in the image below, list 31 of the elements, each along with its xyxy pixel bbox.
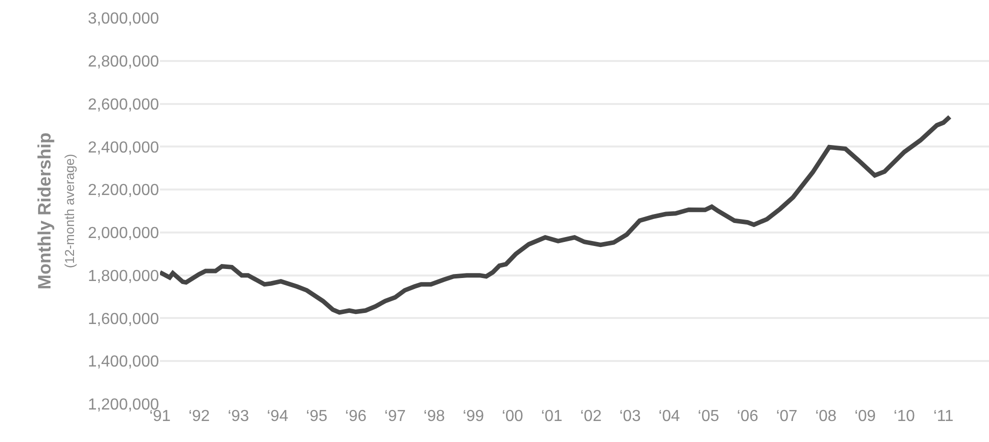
x-tick-label: ‘09	[854, 408, 876, 425]
x-tick-label: ‘94	[266, 408, 288, 425]
x-tick-label: ‘93	[228, 408, 250, 425]
y-tick-label: 2,800,000	[88, 53, 160, 70]
x-tick-label: ‘96	[345, 408, 367, 425]
y-axis-title: Monthly Ridership (12-month average)	[34, 132, 78, 290]
x-tick-label: ‘11	[933, 408, 954, 425]
x-tick-label: ‘07	[776, 408, 798, 425]
x-tick-label: ‘02	[580, 408, 602, 425]
x-tick-label: ‘92	[188, 408, 210, 425]
y-tick-label: 1,400,000	[88, 354, 160, 371]
x-tick-label: ‘08	[815, 408, 837, 425]
x-tick-label: ‘05	[698, 408, 720, 425]
x-tick-label: ‘99	[462, 408, 484, 425]
x-tick-label: ‘06	[736, 408, 758, 425]
y-tick-label: 2,000,000	[88, 225, 160, 242]
y-tick-label: 3,000,000	[88, 10, 160, 28]
y-tick-label: 2,400,000	[88, 139, 160, 156]
line-series	[160, 114, 952, 315]
y-tick-label: 2,200,000	[88, 182, 160, 200]
x-tick-label: ‘01	[541, 408, 563, 425]
x-tick-label: ‘00	[502, 408, 524, 425]
x-tick-label: ‘10	[894, 408, 916, 425]
x-tick-label: ‘95	[306, 408, 328, 425]
x-tick-label: ‘03	[619, 408, 641, 425]
x-tick-label: ‘97	[384, 408, 406, 425]
y-tick-label: 1,600,000	[88, 310, 160, 328]
y-tick-label: 1,800,000	[88, 268, 160, 285]
x-tick-label: ‘98	[424, 408, 445, 425]
x-tick-label: ‘04	[658, 408, 680, 425]
y-tick-label: 2,600,000	[88, 96, 160, 114]
